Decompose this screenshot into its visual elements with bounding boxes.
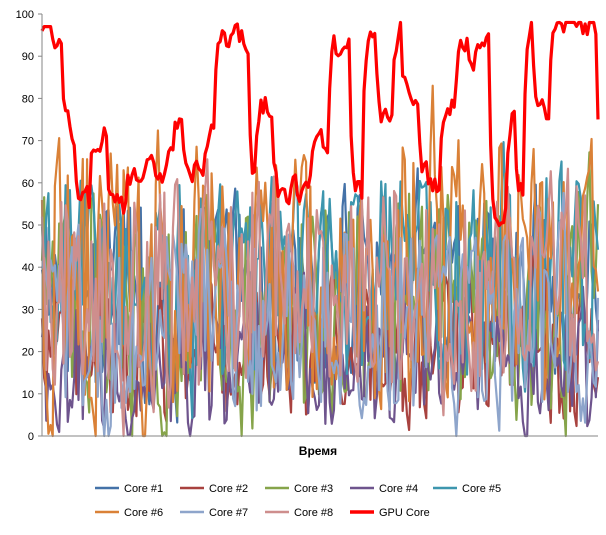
legend-item-core-8: Core #8 [265,507,333,519]
legend-label: Core #6 [124,507,163,519]
series-line-core-8 [40,158,600,438]
y-tick-label: 100 [16,9,34,21]
y-axis-ticks: 0 10 20 30 40 50 60 70 80 90 100 [16,9,42,443]
y-tick-label: 20 [22,347,34,359]
legend-item-gpu-core: GPU Core [350,507,430,519]
legend-label: Core #5 [462,483,501,495]
legend-item-core-6: Core #6 [95,507,163,519]
legend-label: Core #3 [294,483,333,495]
legend-item-core-2: Core #2 [180,483,248,495]
y-tick-label: 30 [22,304,34,316]
legend-label: Core #2 [209,483,248,495]
legend-item-core-4: Core #4 [350,483,418,495]
legend-label: Core #1 [124,483,163,495]
series-line-gpu-core [40,20,600,228]
legend-label: GPU Core [379,507,430,519]
legend-item-core-7: Core #7 [180,507,248,519]
y-tick-label: 70 [22,136,34,148]
legend-label: Core #4 [379,483,418,495]
series-line-core-7 [40,191,600,438]
series-layer [40,20,600,438]
legend-item-core-1: Core #1 [95,483,163,495]
y-tick-label: 80 [22,93,34,105]
x-axis-label: Время [299,444,337,458]
y-tick-label: 40 [22,262,34,274]
y-tick-label: 0 [28,431,34,443]
legend-item-core-3: Core #3 [265,483,333,495]
y-tick-label: 10 [22,389,34,401]
legend-item-core-5: Core #5 [433,483,501,495]
y-tick-label: 90 [22,51,34,63]
y-tick-label: 60 [22,178,34,190]
y-tick-label: 50 [22,220,34,232]
legend-label: Core #8 [294,507,333,519]
legend: Core #1 Core #2 Core #3 Core #4 Core #5 Core … [95,483,501,519]
legend-label: Core #7 [209,507,248,519]
